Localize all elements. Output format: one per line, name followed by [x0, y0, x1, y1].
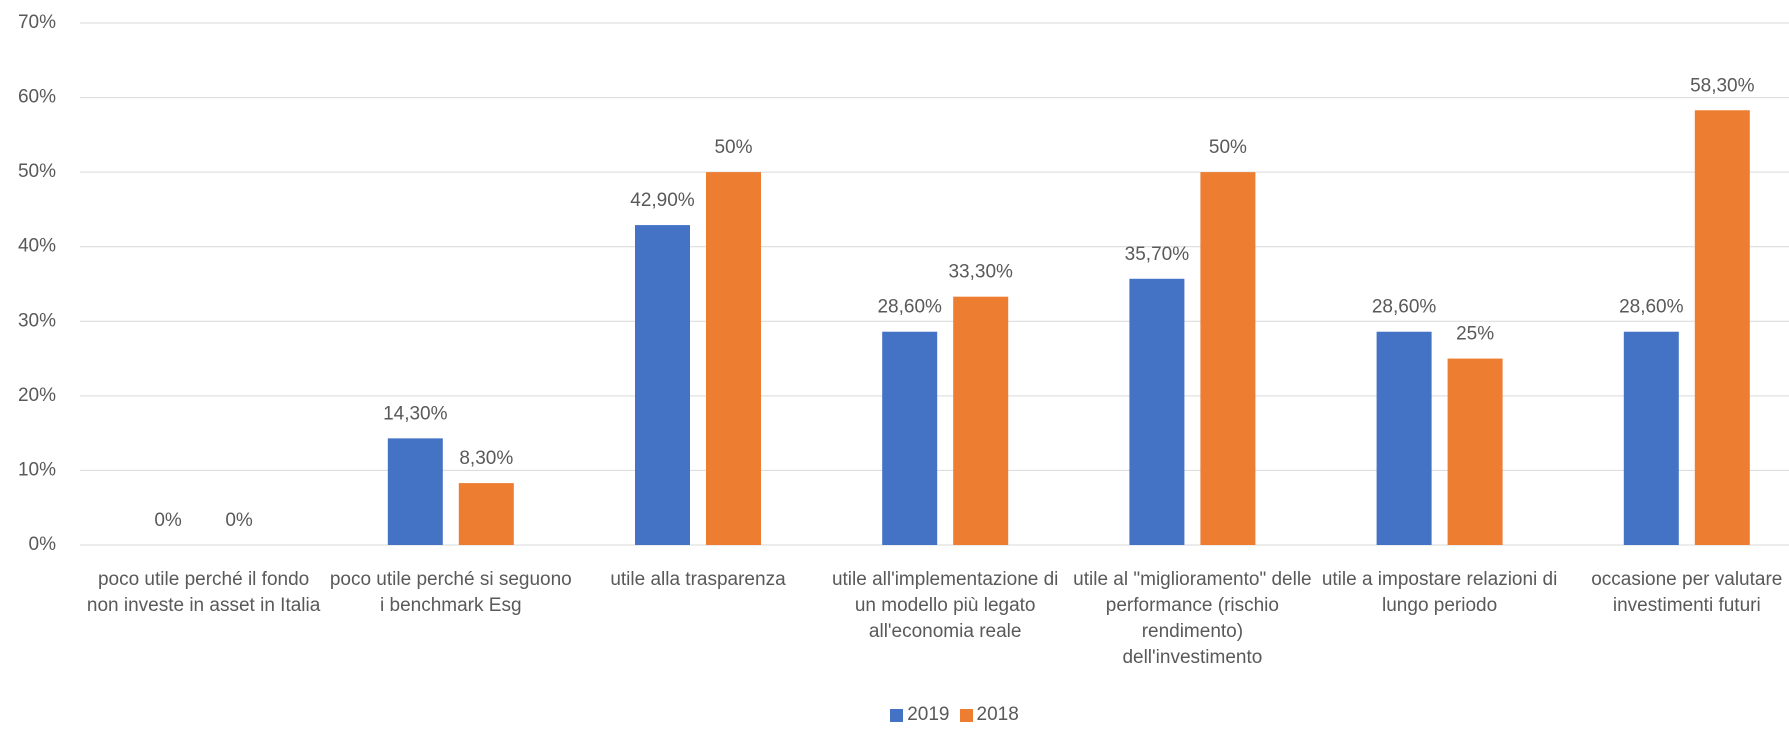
y-tick-label: 60%: [18, 87, 56, 108]
bar: [706, 172, 761, 545]
x-tick-label: poco utile perché il fondo non investe i…: [86, 569, 321, 616]
y-tick-label: 30%: [18, 310, 56, 331]
legend-swatch: [959, 708, 973, 722]
legend-label: 2019: [907, 704, 950, 725]
bar: [1623, 331, 1679, 545]
bar: [953, 296, 1009, 545]
y-tick-label: 0%: [29, 534, 57, 555]
data-label: 0%: [225, 510, 253, 531]
legend-item: 2019: [890, 704, 950, 726]
bar: [1376, 331, 1432, 545]
bar: [882, 331, 938, 545]
data-label: 28,60%: [1372, 297, 1437, 318]
y-tick-label: 50%: [18, 161, 56, 182]
data-label: 50%: [714, 137, 752, 158]
legend: 2019 2018: [60, 704, 1789, 726]
bar: [1694, 110, 1750, 546]
x-tick-label: utile a impostare relazioni di lungo per…: [1321, 569, 1558, 616]
x-tick-label: occasione per valutare investimenti futu…: [1591, 569, 1783, 616]
bar: [387, 438, 443, 545]
legend-swatch: [890, 708, 904, 722]
bar: [458, 483, 514, 545]
x-tick-label: utile al "miglioramento" delle performan…: [1073, 569, 1312, 668]
data-label: 35,70%: [1125, 244, 1190, 265]
x-tick-label: utile all'implementazione di un modello …: [831, 569, 1059, 642]
y-tick-label: 40%: [18, 236, 56, 257]
legend-item: 2018: [959, 704, 1019, 726]
data-label: 58,30%: [1690, 75, 1755, 96]
data-label: 42,90%: [630, 190, 695, 211]
bar: [1447, 358, 1503, 545]
x-tick-label: poco utile perché si seguono i benchmark…: [329, 569, 572, 616]
legend-label: 2018: [976, 704, 1019, 725]
data-label: 25%: [1456, 324, 1494, 345]
x-tick-label: utile alla trasparenza: [610, 569, 786, 590]
y-tick-label: 70%: [18, 12, 56, 33]
y-tick-label: 20%: [18, 385, 56, 406]
data-label: 28,60%: [877, 297, 942, 318]
bar: [635, 225, 690, 546]
y-tick-label: 10%: [18, 459, 56, 480]
data-label: 28,60%: [1619, 297, 1684, 318]
data-label: 50%: [1209, 137, 1247, 158]
data-label: 0%: [154, 510, 182, 531]
bar: [1129, 278, 1185, 545]
bar: [1200, 172, 1256, 545]
data-label: 14,30%: [383, 403, 448, 424]
data-label: 8,30%: [459, 448, 513, 469]
data-label: 33,30%: [948, 262, 1013, 283]
